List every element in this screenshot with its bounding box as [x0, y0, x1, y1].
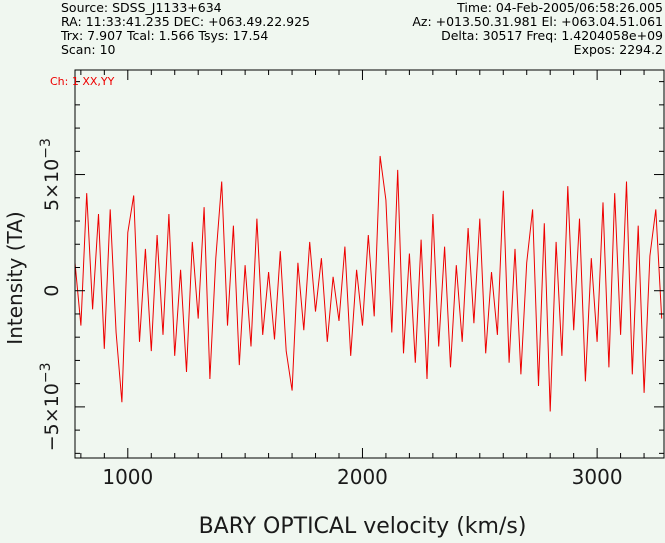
y-tick-label: 5×10−3	[38, 138, 63, 211]
trace-layer	[74, 155, 663, 412]
tick-layer: 1000 2000 3000 −5×10−3 0 5×10−3	[38, 70, 664, 489]
header-time: Time: 04-Feb-2005/06:58:26.005	[457, 0, 663, 15]
header-delta-freq: Delta: 30517 Freq: 1.4204058e+09	[441, 28, 663, 43]
x-tick-label: 3000	[572, 465, 623, 489]
x-tick-label: 1000	[102, 465, 153, 489]
header-expos: Expos: 2294.2	[573, 42, 663, 57]
header-scan: Scan: 10	[61, 42, 116, 57]
header-ra-dec: RA: 11:33:41.235 DEC: +063.49.22.925	[61, 14, 310, 29]
header-az-el: Az: +013.50.31.981 El: +063.04.51.061	[412, 14, 663, 29]
spectrum-trace	[74, 155, 663, 412]
x-tick-label: 2000	[337, 465, 388, 489]
y-tick-label: 0	[41, 285, 63, 297]
y-axis-label: Intensity (TA)	[3, 211, 27, 345]
header-trx: Trx: 7.907 Tcal: 1.566 Tsys: 17.54	[61, 28, 269, 43]
plot-frame	[74, 69, 665, 459]
channel-label: Ch: 1 XX,YY	[50, 75, 115, 88]
y-tick-label: −5×10−3	[38, 363, 63, 452]
header-source: Source: SDSS_J1133+634	[61, 0, 222, 15]
x-axis-label: BARY OPTICAL velocity (km/s)	[198, 514, 527, 539]
